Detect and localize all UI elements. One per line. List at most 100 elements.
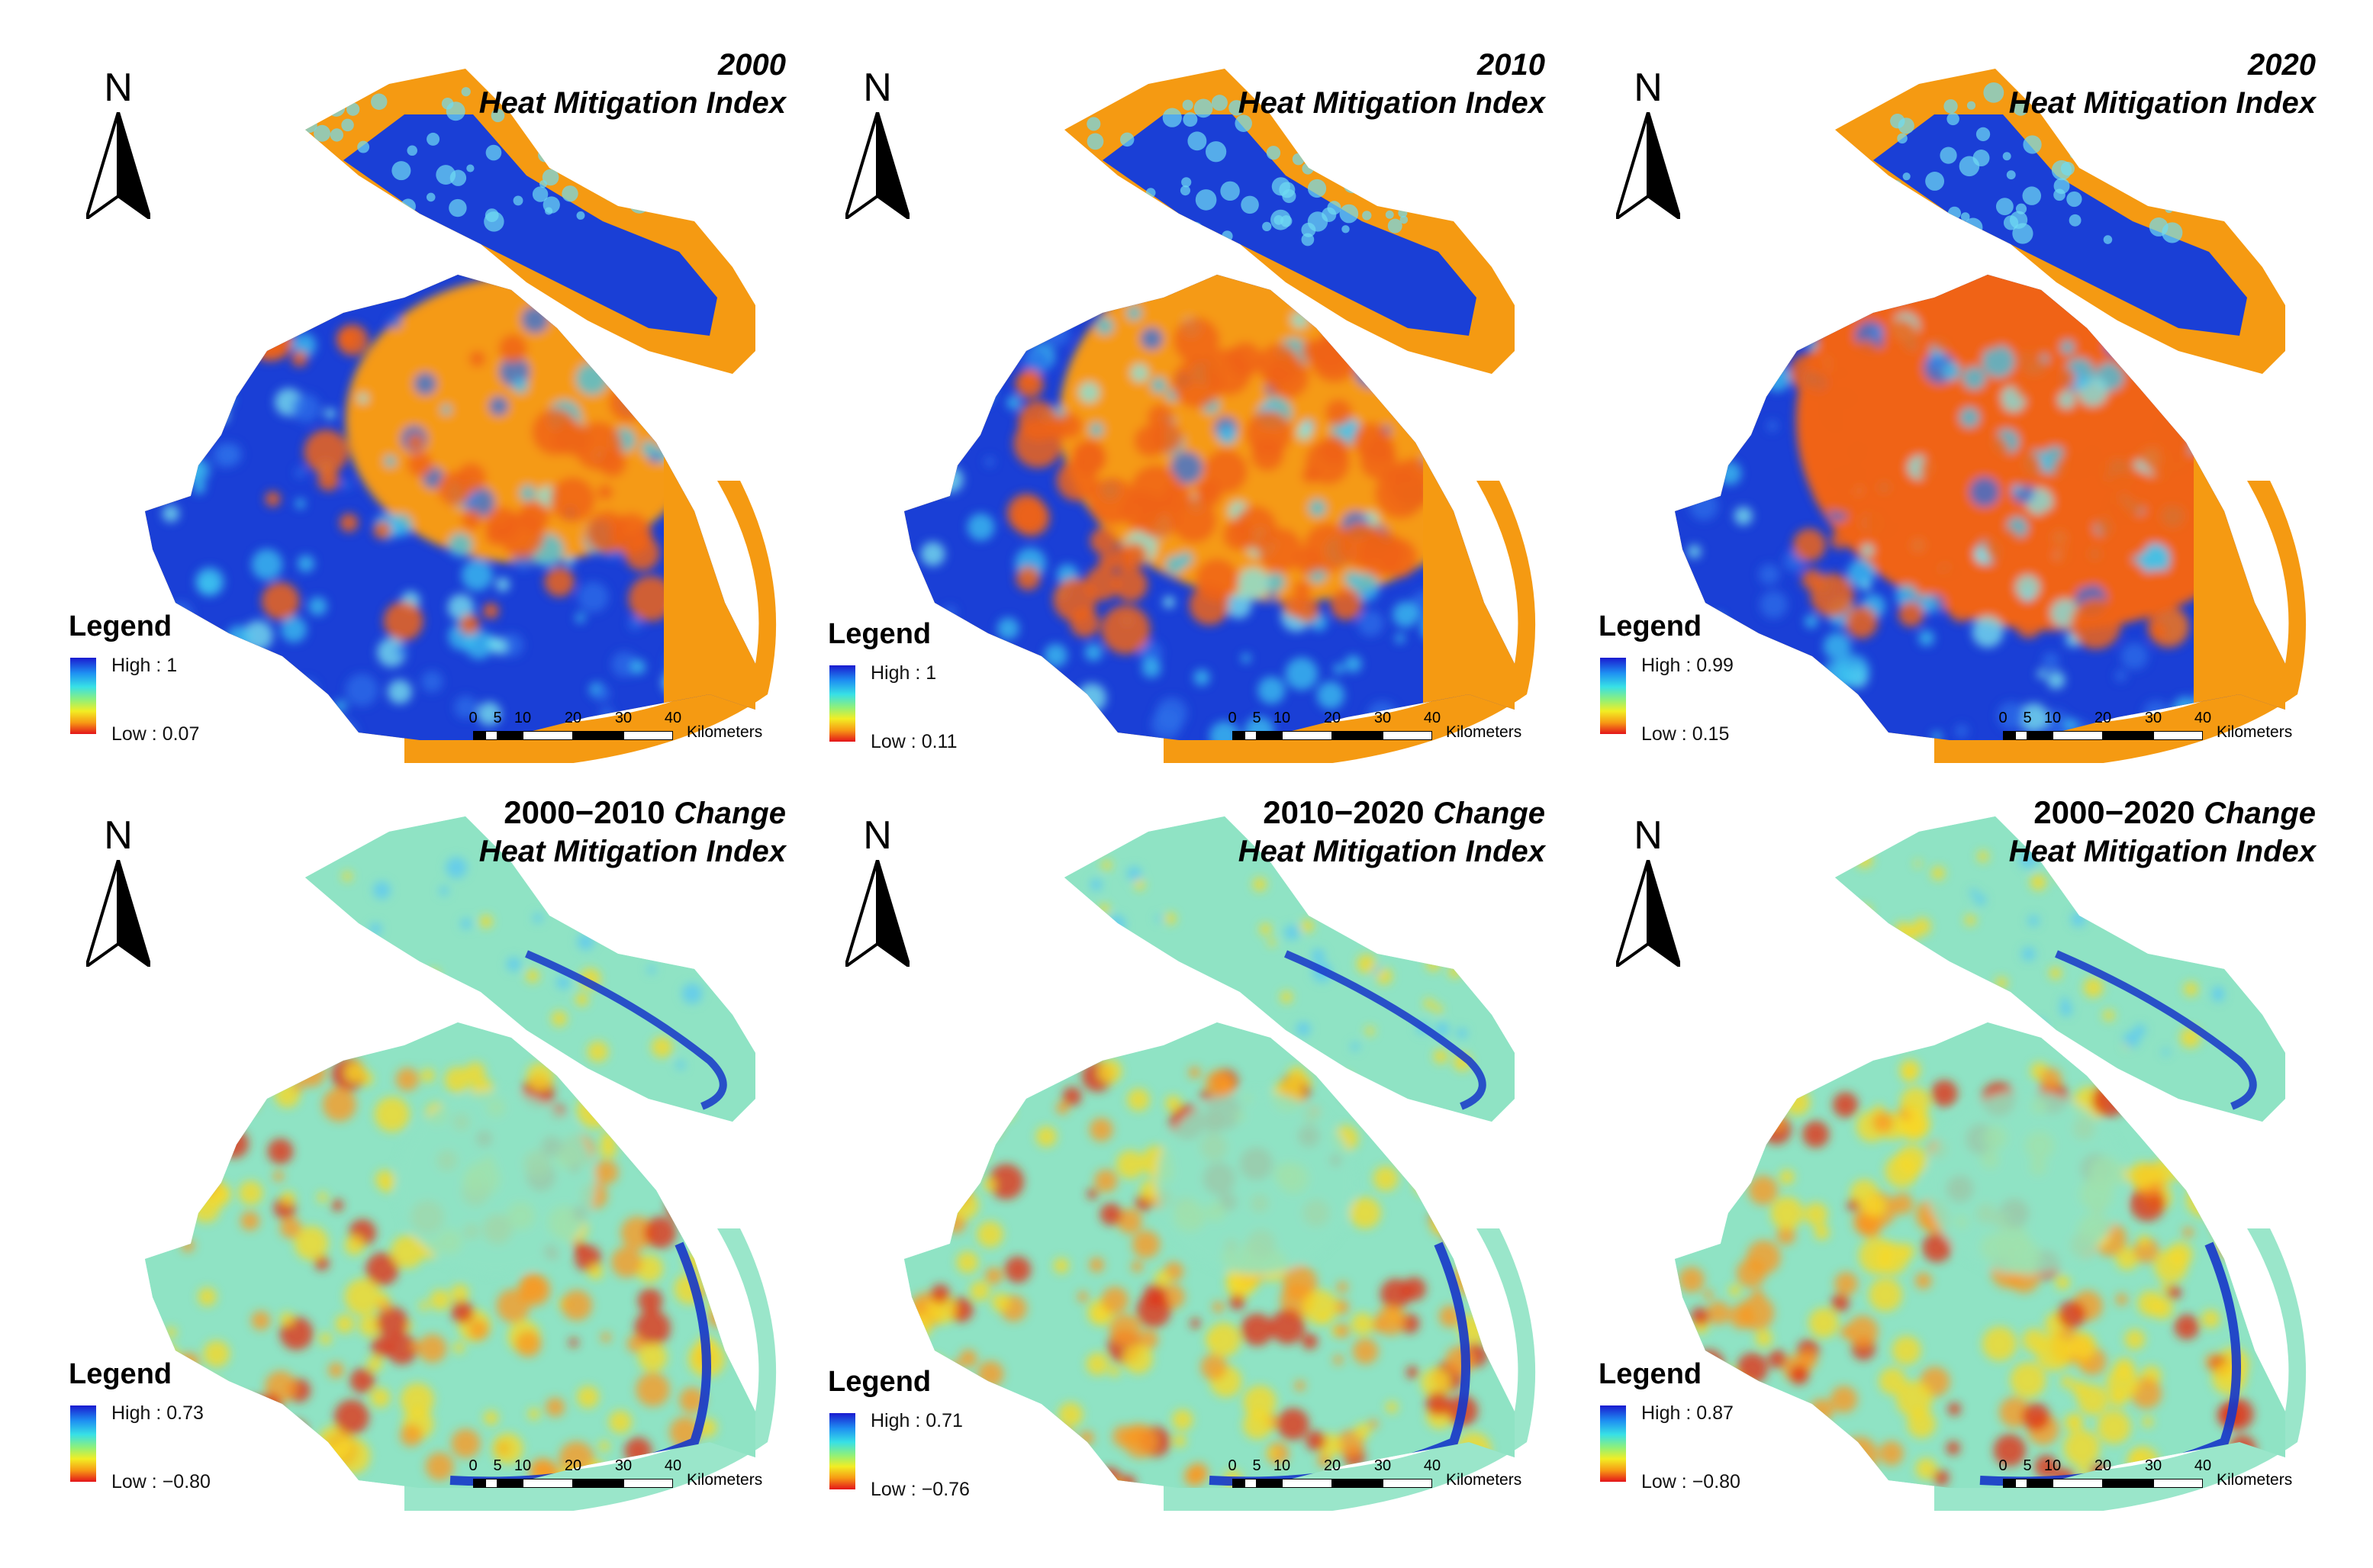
legend: Legend High : 1 Low : 0.11 (828, 618, 1057, 771)
scale-tick-label: 5 (1252, 710, 1261, 726)
legend: Legend High : 0.71 Low : −0.76 (828, 1366, 1057, 1518)
scale-tick-label: 20 (564, 1457, 582, 1474)
scale-tick-label: 20 (1323, 1457, 1341, 1474)
north-arrow-icon: N (832, 65, 923, 225)
panel-index-name: Heat Mitigation Index (2008, 835, 2316, 868)
scale-unit-label: Kilometers (2217, 723, 2293, 741)
scale-bar: 0 5 10 20 30 40 Kilometers (1998, 710, 2323, 755)
scale-tick-label: 10 (2043, 1457, 2062, 1474)
legend-low-label: Low : −0.80 (1641, 1471, 1740, 1492)
scale-tick-label: 20 (2094, 710, 2112, 726)
scale-bar: 0 5 10 20 30 40 Kilometers (468, 1457, 794, 1503)
legend-low-label: Low : 0.07 (111, 723, 200, 745)
legend-low-label: Low : 0.11 (871, 731, 958, 752)
legend-title: Legend (1599, 610, 1702, 642)
panel-year: 2000−2010 Change (504, 794, 786, 830)
map-svg (1675, 816, 2307, 1511)
scale-tick-label: 0 (1998, 1457, 2008, 1474)
panel-title: 2000 Heat Mitigation Index (479, 46, 786, 122)
scale-tick-label: 5 (493, 1457, 502, 1474)
map-svg (145, 816, 777, 1511)
map-panel: N 2020 Heat Mitigation Index Legend High : 0… (1568, 23, 2331, 763)
legend-low-label: Low : −0.76 (871, 1479, 970, 1500)
map-panel: N 2000 Heat Mitigation Index Legend High : 1… (38, 23, 801, 763)
panel-year: 2000−2020 Change (2033, 794, 2316, 830)
north-arrow-icon: N (1602, 65, 1694, 225)
legend-color-ramp (1600, 658, 1626, 734)
scale-tick-label: 40 (664, 710, 682, 726)
scale-tick-label: 5 (2023, 1457, 2032, 1474)
panel-year: 2020 (2248, 48, 2316, 82)
north-label: N (1634, 813, 1663, 858)
scale-tick-label: 40 (1423, 1457, 1441, 1474)
legend-color-ramp (829, 665, 855, 742)
legend: Legend High : 1 Low : 0.07 (69, 610, 298, 763)
panel-index-name: Heat Mitigation Index (1238, 835, 1545, 868)
scale-tick-label: 30 (614, 710, 633, 726)
scale-tick-label: 20 (1323, 710, 1341, 726)
scale-tick-label: 10 (1273, 710, 1291, 726)
panel-year: 2010−2020 Change (1263, 794, 1545, 830)
legend-title: Legend (69, 610, 172, 642)
scale-tick-label: 30 (2144, 1457, 2162, 1474)
map-raster (904, 69, 1536, 763)
north-arrow-icon: N (72, 65, 164, 225)
panel-year: 2000 (718, 48, 786, 82)
legend-high-label: High : 0.87 (1641, 1402, 1734, 1424)
scale-tick-label: 5 (2023, 710, 2032, 726)
scale-unit-label: Kilometers (2217, 1471, 2293, 1489)
scale-tick-label: 10 (2043, 710, 2062, 726)
scale-tick-label: 10 (514, 1457, 532, 1474)
scale-tick-label: 0 (468, 1457, 478, 1474)
scale-bar: 0 5 10 20 30 40 Kilometers (468, 710, 794, 755)
scale-bar: 0 5 10 20 30 40 Kilometers (1998, 1457, 2323, 1503)
scale-tick-label: 30 (1373, 1457, 1392, 1474)
panel-title: 2020 Heat Mitigation Index (2009, 46, 2316, 122)
scale-tick-label: 40 (1423, 710, 1441, 726)
scale-tick-label: 0 (1228, 710, 1237, 726)
scale-unit-label: Kilometers (1446, 1471, 1522, 1489)
legend-title: Legend (828, 618, 932, 650)
panel-year: 2010 (1477, 48, 1545, 82)
legend-high-label: High : 0.99 (1641, 655, 1734, 676)
panel-index-name: Heat Mitigation Index (478, 86, 786, 120)
scale-tick-label: 20 (564, 710, 582, 726)
legend-color-ramp (1600, 1405, 1626, 1482)
north-label: N (104, 813, 133, 858)
scale-tick-label: 40 (2194, 710, 2212, 726)
scale-tick-label: 10 (1273, 1457, 1291, 1474)
scale-tick-label: 10 (514, 710, 532, 726)
scale-tick-label: 5 (493, 710, 502, 726)
map-panel: N 2000−2010 Change Heat Mitigation Index Le… (38, 771, 801, 1511)
scale-unit-label: Kilometers (687, 1471, 763, 1489)
scale-tick-label: 0 (468, 710, 478, 726)
scale-bar-graphic (473, 731, 673, 740)
scale-bar: 0 5 10 20 30 40 Kilometers (1228, 710, 1553, 755)
panel-change-label: Change (674, 797, 786, 830)
panel-index-name: Heat Mitigation Index (1238, 86, 1545, 120)
scale-bar-graphic (2003, 731, 2203, 740)
legend-low-label: Low : 0.15 (1641, 723, 1730, 745)
legend-color-ramp (70, 1405, 96, 1482)
north-arrow-icon: N (72, 813, 164, 973)
panel-title: 2010−2020 Change Heat Mitigation Index (1238, 794, 1545, 871)
map-svg (1675, 69, 2307, 763)
north-label: N (863, 66, 892, 110)
scale-unit-label: Kilometers (1446, 723, 1522, 741)
map-svg (145, 69, 777, 763)
north-label: N (104, 66, 133, 110)
scale-bar-graphic (2003, 1479, 2203, 1488)
legend-high-label: High : 1 (871, 662, 937, 684)
scale-tick-label: 20 (2094, 1457, 2112, 1474)
map-panel: N 2010 Heat Mitigation Index Legend High : 1… (797, 23, 1560, 763)
scale-bar: 0 5 10 20 30 40 Kilometers (1228, 1457, 1553, 1503)
map-panel: N 2000−2020 Change Heat Mitigation Index Le… (1568, 771, 2331, 1511)
panel-change-label: Change (1433, 797, 1545, 830)
scale-tick-label: 30 (2144, 710, 2162, 726)
north-label: N (863, 813, 892, 858)
scale-bar-graphic (473, 1479, 673, 1488)
map-panel: N 2010−2020 Change Heat Mitigation Index Le… (797, 771, 1560, 1511)
panel-title: 2010 Heat Mitigation Index (1238, 46, 1545, 122)
legend-color-ramp (829, 1413, 855, 1489)
scale-tick-label: 40 (2194, 1457, 2212, 1474)
